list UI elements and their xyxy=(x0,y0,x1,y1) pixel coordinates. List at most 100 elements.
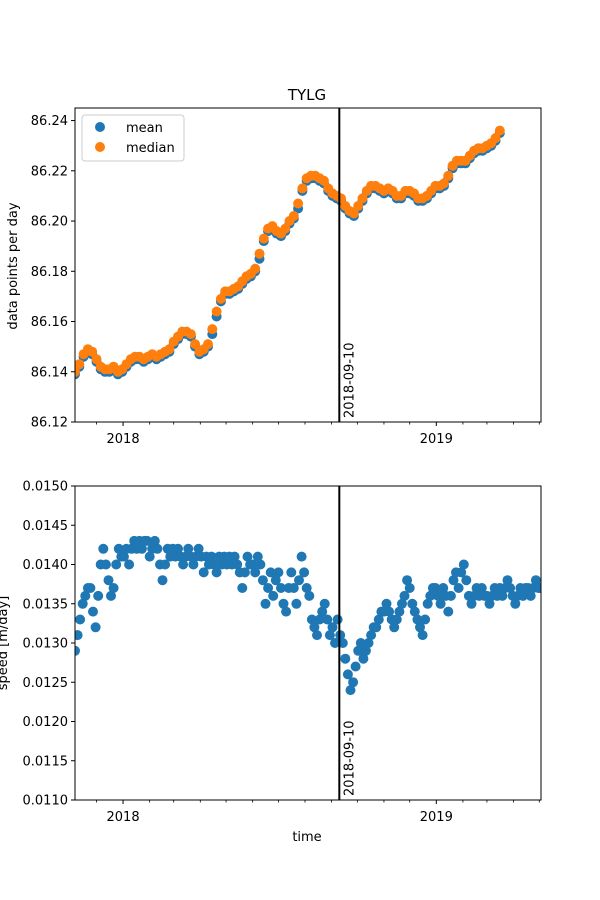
bottom-y-tick-label: 0.0150 xyxy=(23,480,69,495)
median-point xyxy=(288,211,299,221)
speed-point xyxy=(211,567,222,578)
speed-point xyxy=(525,590,536,601)
speed-point xyxy=(530,575,541,586)
bottom-y-tick-label: 0.0145 xyxy=(23,519,69,534)
speed-point xyxy=(142,535,153,546)
speed-point xyxy=(113,543,124,554)
median-point xyxy=(87,346,98,357)
speed-point xyxy=(381,598,392,609)
speed-point xyxy=(397,598,407,609)
speed-point xyxy=(75,630,83,641)
speed-point xyxy=(111,559,122,570)
speed-point xyxy=(461,575,472,586)
speed-point xyxy=(209,559,219,570)
bottom-y-axis-label: speed [m/day] xyxy=(0,596,11,691)
speed-point xyxy=(425,590,436,601)
speed-point xyxy=(75,614,86,625)
bottom-data-points xyxy=(75,535,541,696)
speed-point xyxy=(355,638,366,648)
bottom-y-tick-label: 0.0140 xyxy=(23,558,69,573)
top-y-axis-label: data points per day xyxy=(6,202,21,329)
speed-point xyxy=(157,575,168,586)
median-point xyxy=(190,339,201,350)
median-point xyxy=(439,178,449,189)
top-data-points xyxy=(75,125,505,380)
bottom-axes-frame xyxy=(74,485,542,801)
speed-point xyxy=(404,583,415,593)
speed-point xyxy=(98,543,109,554)
speed-point xyxy=(242,551,253,562)
speed-point xyxy=(100,559,111,570)
speed-point xyxy=(309,622,320,633)
speed-point xyxy=(296,551,307,562)
speed-point xyxy=(438,583,449,593)
bottom-x-tick-label: 2019 xyxy=(420,810,453,825)
top-y-tick-label: 86.12 xyxy=(31,416,68,431)
speed-point xyxy=(510,598,521,609)
speed-point xyxy=(124,559,135,570)
bottom-y-tick-label: 0.0135 xyxy=(23,597,69,612)
speed-point xyxy=(399,590,410,601)
speed-point xyxy=(239,567,250,578)
speed-point xyxy=(288,583,299,593)
median-point xyxy=(280,223,291,234)
median-point xyxy=(215,293,226,304)
median-point xyxy=(258,233,269,244)
speed-point xyxy=(193,543,204,554)
speed-point xyxy=(358,653,369,664)
speed-point xyxy=(183,543,194,554)
speed-point xyxy=(433,590,443,601)
median-point xyxy=(353,201,364,211)
speed-point xyxy=(118,551,129,562)
top-y-tick-label: 86.18 xyxy=(31,265,68,280)
median-point xyxy=(490,133,501,144)
top-y-tick-label: 86.16 xyxy=(31,315,68,330)
median-point xyxy=(91,354,102,365)
legend: mean median xyxy=(81,114,185,162)
speed-point xyxy=(389,622,400,633)
median-point xyxy=(318,175,329,186)
speed-point xyxy=(412,614,423,625)
speed-point xyxy=(198,567,209,578)
top-y-tick-label: 86.14 xyxy=(31,365,68,380)
speed-point xyxy=(77,598,88,609)
speed-point xyxy=(322,614,333,625)
speed-point xyxy=(497,590,508,601)
speed-point xyxy=(324,630,335,641)
top-x-tick-label: 2019 xyxy=(420,432,453,447)
speed-point xyxy=(458,559,469,570)
speed-point xyxy=(484,598,495,609)
speed-point xyxy=(360,645,371,656)
speed-point xyxy=(270,575,281,586)
median-point xyxy=(250,263,261,274)
speed-point xyxy=(278,598,289,609)
speed-point xyxy=(366,630,377,641)
speed-point xyxy=(299,567,310,578)
bottom-y-tick-label: 0.0120 xyxy=(23,715,69,730)
legend-box xyxy=(81,114,185,162)
speed-point xyxy=(144,551,155,562)
median-point xyxy=(297,183,308,194)
speed-point xyxy=(250,567,261,578)
speed-point xyxy=(535,583,541,593)
speed-point xyxy=(136,543,147,554)
speed-point xyxy=(103,575,114,586)
speed-point xyxy=(407,598,418,609)
speed-point xyxy=(301,583,312,593)
median-point xyxy=(211,306,222,317)
speed-point xyxy=(160,559,171,570)
speed-point xyxy=(445,590,456,601)
median-point xyxy=(185,329,196,340)
median-point xyxy=(494,125,505,136)
speed-point xyxy=(252,551,263,562)
median-point xyxy=(348,208,359,219)
speed-point xyxy=(456,567,467,578)
speed-point xyxy=(435,598,446,609)
speed-point xyxy=(306,614,317,625)
speed-point xyxy=(75,645,80,656)
median-point xyxy=(75,366,80,377)
median-point xyxy=(443,170,454,181)
speed-point xyxy=(312,630,322,641)
speed-point xyxy=(342,669,353,680)
speed-point xyxy=(88,606,98,617)
